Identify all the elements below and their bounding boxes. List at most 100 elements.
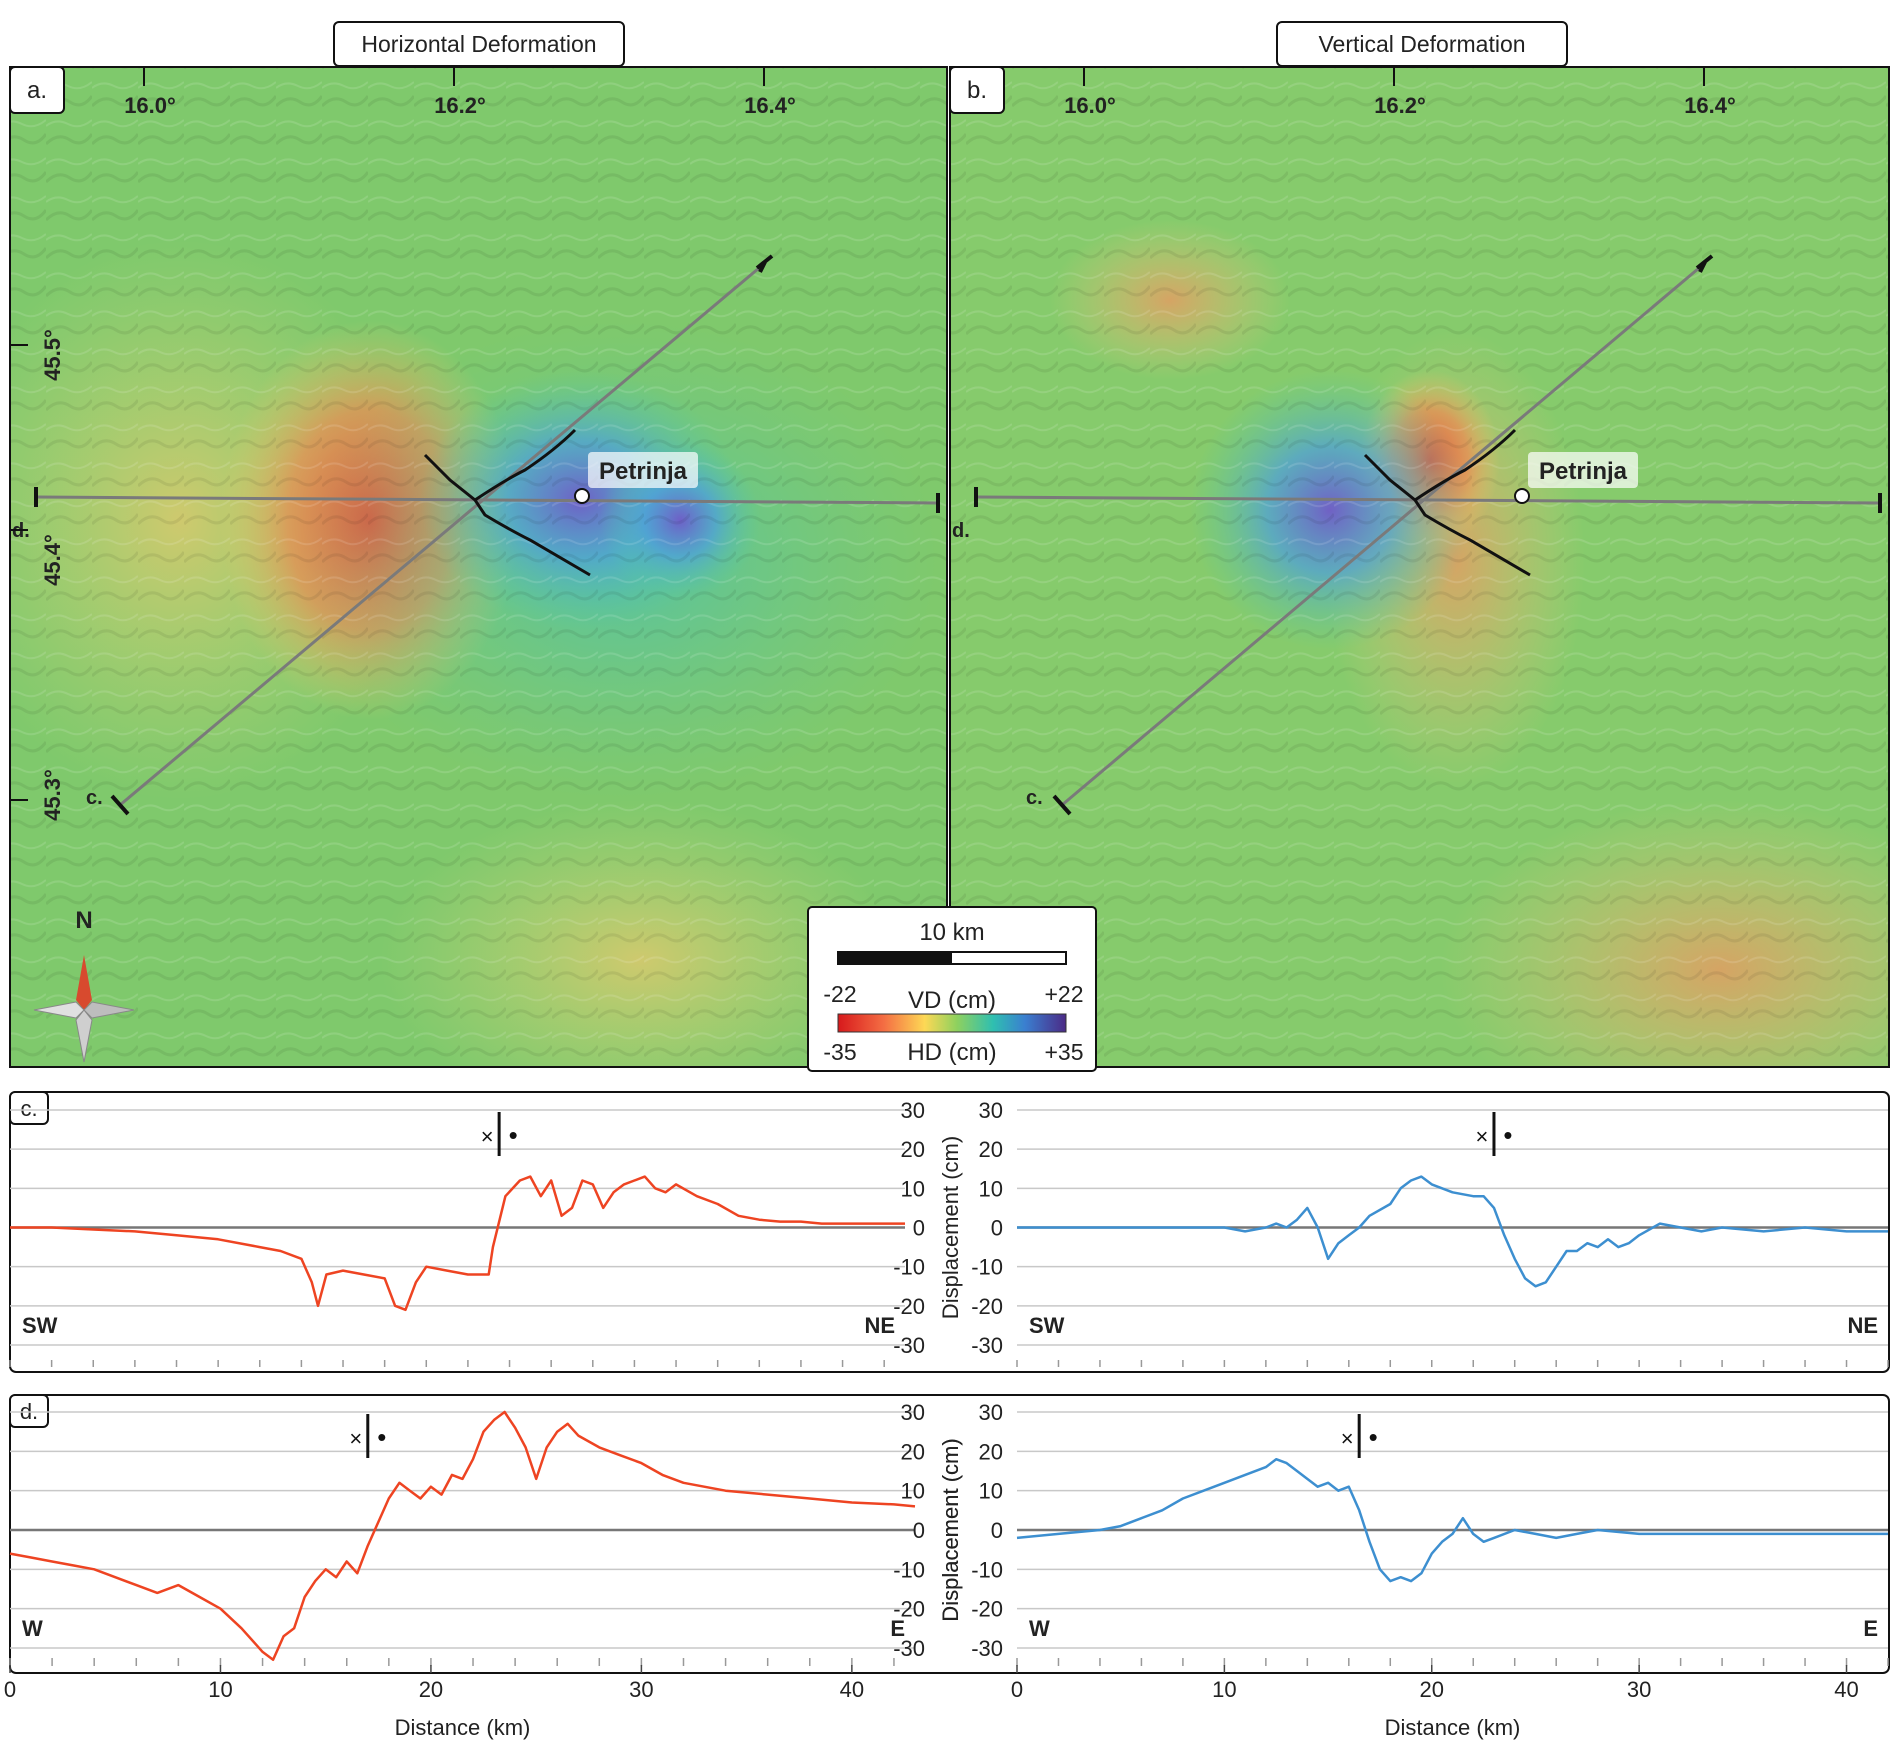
y-tick-label: 20 (979, 1137, 1003, 1162)
y-tick-label: 30 (979, 1400, 1003, 1425)
displacement-series-line (1017, 1175, 1888, 1288)
profile-chart-bottom-right: 30 20 10 0 -10 -20 -30 0 10 20 30 40 Distance (km) Di… (938, 1400, 1889, 1740)
fault-dot-symbol: • (377, 1422, 386, 1452)
y-tick-label: -20 (893, 1294, 925, 1319)
x-tick-label: 10 (1212, 1677, 1236, 1702)
x-tick-label: 20 (1420, 1677, 1444, 1702)
profile-start-label: W (1029, 1616, 1050, 1641)
petrinja-marker (574, 488, 590, 504)
map-title-vertical: Vertical Deformation (1318, 31, 1525, 57)
x-tick-label: 40 (840, 1677, 864, 1702)
profile-c-frame (9, 1091, 1890, 1373)
y-tick-label: -20 (971, 1597, 1003, 1622)
lat-tick: 45.4° (40, 534, 65, 586)
profile-d-frame (9, 1394, 1890, 1674)
y-tick-label: -20 (971, 1294, 1003, 1319)
profile-start-label: SW (1029, 1313, 1065, 1338)
lon-tick: 16.0° (124, 93, 176, 118)
displacement-series-line (1016, 1457, 1888, 1583)
profile-end-label: NE (864, 1313, 895, 1338)
y-tick-label: -30 (893, 1636, 925, 1661)
y-tick-label: 0 (913, 1518, 925, 1543)
fault-cross-symbol: × (1341, 1426, 1354, 1451)
map-title-horizontal: Horizontal Deformation (361, 31, 596, 57)
profile-start-label: SW (22, 1313, 58, 1338)
x-tick-label: 30 (629, 1677, 653, 1702)
city-label: Petrinja (1539, 458, 1628, 485)
lon-tick: 16.0° (1064, 93, 1116, 118)
profile-end-label: E (890, 1616, 905, 1641)
fault-cross-symbol: × (1476, 1124, 1489, 1149)
profile-chart-bottom-left: 30 20 10 0 -10 -20 -30 0 10 20 30 40 Distance (km) Di… (4, 1400, 963, 1740)
vd-label: VD (cm) (908, 987, 996, 1014)
hd-min: -35 (823, 1039, 856, 1065)
hd-max: +35 (1044, 1039, 1083, 1065)
x-axis-label: Distance (km) (395, 1715, 531, 1740)
profile-d-line (975, 495, 1881, 505)
y-tick-label: 30 (901, 1400, 925, 1425)
x-tick-label: 0 (1011, 1677, 1023, 1702)
profile-c-line (119, 261, 766, 807)
y-axis-label: Displacement (cm) (938, 1438, 963, 1621)
lon-tick: 16.2° (1374, 93, 1426, 118)
displacement-series-line (10, 1175, 905, 1312)
profile-c-label: c. (86, 787, 103, 809)
y-axis-label: Displacement (cm) (938, 1136, 963, 1319)
y-tick-label: 10 (979, 1176, 1003, 1201)
y-axis-label: Displacement (cm) (938, 1438, 963, 1621)
y-tick-label: 0 (991, 1518, 1003, 1543)
y-tick-label: -10 (971, 1557, 1003, 1582)
x-tick-label: 20 (419, 1677, 443, 1702)
fault-trace (1363, 453, 1531, 577)
fault-dot-symbol: • (1369, 1422, 1378, 1452)
y-tick-label: -20 (893, 1597, 925, 1622)
y-tick-label: -10 (971, 1255, 1003, 1280)
y-tick-label: 0 (913, 1216, 925, 1241)
profile-chart-top-right: 30 20 10 0 -10 -20 -30 SW NE × • (971, 1098, 1889, 1367)
panel-label-c: c. (20, 1096, 37, 1121)
vd-min: -22 (823, 981, 856, 1007)
profile-d-label: d. (952, 520, 970, 542)
y-tick-label: 10 (979, 1479, 1003, 1504)
profile-c-line (1061, 261, 1706, 807)
x-tick-label: 40 (1834, 1677, 1858, 1702)
y-tick-label: -30 (971, 1636, 1003, 1661)
y-tick-label: 30 (901, 1098, 925, 1123)
fault-dot-symbol: • (1503, 1120, 1512, 1150)
lon-tick: 16.2° (434, 93, 486, 118)
y-tick-label: -10 (893, 1255, 925, 1280)
profile-c-label: c. (1026, 787, 1043, 809)
profile-start-label: W (22, 1616, 43, 1641)
profile-end-label: NE (1847, 1313, 1878, 1338)
north-arrow-icon: N (33, 907, 135, 1063)
displacement-series-line (9, 1410, 916, 1662)
panel-label-a: a. (27, 77, 47, 104)
profile-chart-top-left: 30 20 10 0 -10 -20 -30 Displacement (cm) SW NE × • (9, 1098, 963, 1367)
y-tick-label: 0 (991, 1216, 1003, 1241)
petrinja-marker (1514, 488, 1530, 504)
fault-cross-symbol: × (349, 1426, 362, 1451)
y-tick-label: -30 (893, 1333, 925, 1358)
fault-dot-symbol: • (509, 1120, 518, 1150)
panel-label-b: b. (967, 77, 987, 104)
map-vertical: Petrinja c. d. 16.0° 16.2° 16.4° b. (949, 66, 1890, 1068)
lon-tick: 16.4° (1684, 93, 1736, 118)
hd-label: HD (cm) (907, 1039, 996, 1066)
y-tick-label: 20 (901, 1137, 925, 1162)
y-tick-label: 30 (979, 1098, 1003, 1123)
x-tick-label: 10 (208, 1677, 232, 1702)
y-tick-label: 20 (979, 1439, 1003, 1464)
map-horizontal: Petrinja c. d. 16.0° 16.2° 16.4° 45.5° 4… (9, 66, 948, 1068)
y-tick-label: -30 (971, 1333, 1003, 1358)
fault-cross-symbol: × (481, 1124, 494, 1149)
city-label: Petrinja (599, 458, 688, 485)
lon-tick: 16.4° (744, 93, 796, 118)
fault-trace (423, 453, 591, 577)
y-tick-label: 10 (901, 1176, 925, 1201)
colorbar (837, 1013, 1067, 1033)
lat-tick: 45.3° (40, 769, 65, 821)
x-axis-label: Distance (km) (1385, 1715, 1521, 1740)
y-tick-label: 10 (901, 1479, 925, 1504)
lat-tick: 45.5° (40, 329, 65, 381)
